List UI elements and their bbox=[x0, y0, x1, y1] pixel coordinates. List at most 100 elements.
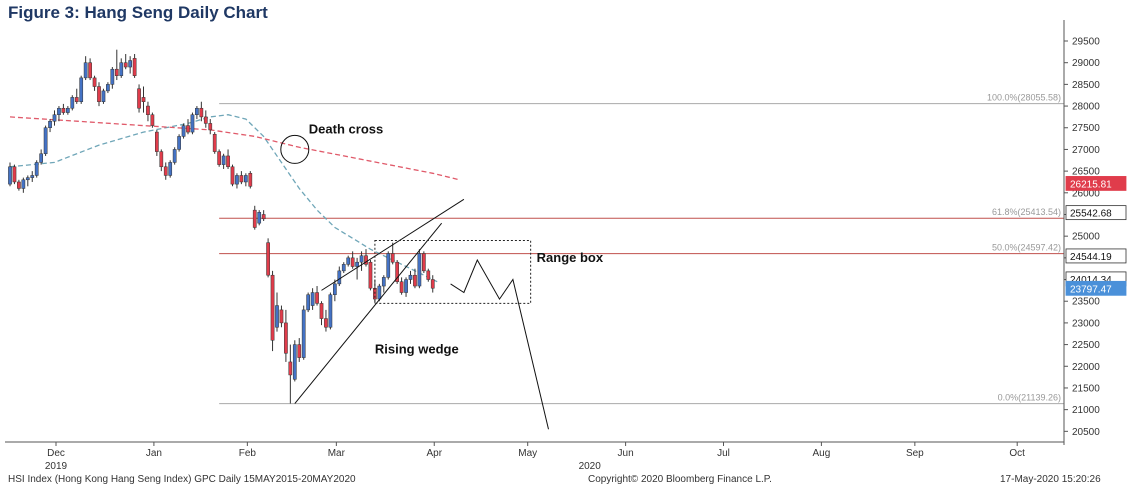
candle bbox=[17, 179, 21, 191]
candle bbox=[221, 153, 226, 169]
candle bbox=[341, 262, 346, 274]
price-tag-box bbox=[1065, 205, 1127, 221]
price-tag: 26215.81 bbox=[1065, 176, 1127, 191]
candle bbox=[150, 112, 155, 128]
candle-body bbox=[341, 264, 346, 272]
y-tick-label: 21500 bbox=[1072, 383, 1100, 394]
fib-level-label: 0.0%(21139.26) bbox=[998, 393, 1061, 403]
candle-body bbox=[319, 303, 324, 319]
candle-body bbox=[39, 153, 43, 163]
fib-layer: 100.0%(28055.58) 61.8%(25413.54) 50.0%(245… bbox=[219, 93, 1064, 405]
y-tick-label: 28000 bbox=[1072, 102, 1100, 113]
candle-body bbox=[386, 253, 391, 278]
candle bbox=[386, 251, 391, 280]
candle-body bbox=[70, 97, 75, 109]
candle bbox=[212, 132, 217, 154]
candle-body bbox=[172, 149, 177, 163]
y-tick-label: 23000 bbox=[1072, 318, 1100, 329]
x-month-label: Aug bbox=[813, 448, 831, 459]
candle-body bbox=[119, 62, 124, 76]
candle-body bbox=[413, 274, 417, 287]
x-month-label: Oct bbox=[1009, 448, 1025, 459]
y-tick-label: 25000 bbox=[1072, 232, 1100, 243]
candle bbox=[190, 112, 195, 135]
candle-body bbox=[368, 261, 373, 289]
candle-body bbox=[261, 214, 266, 220]
candle bbox=[48, 119, 52, 133]
x-month-label: Jun bbox=[618, 448, 634, 459]
candle-body bbox=[430, 279, 435, 289]
candle bbox=[306, 292, 310, 313]
candle-body bbox=[17, 181, 21, 189]
candle bbox=[270, 270, 275, 352]
y-tick-label: 28500 bbox=[1072, 80, 1100, 91]
candle bbox=[101, 88, 106, 104]
x-month-label: Dec bbox=[47, 448, 65, 459]
candle-body bbox=[106, 84, 110, 92]
candle bbox=[217, 149, 222, 167]
candle-body bbox=[422, 253, 426, 272]
candle-body bbox=[346, 257, 351, 265]
candle-body bbox=[132, 58, 137, 76]
candle-body bbox=[244, 175, 248, 183]
candle-body bbox=[417, 253, 422, 287]
price-tag: 23797.47 bbox=[1065, 280, 1127, 296]
candle-body bbox=[83, 62, 88, 79]
candle bbox=[252, 205, 257, 230]
candle bbox=[350, 251, 355, 269]
candle bbox=[30, 171, 35, 182]
candle-body bbox=[128, 60, 133, 68]
candle-body bbox=[146, 105, 150, 115]
candle-body bbox=[230, 166, 235, 185]
candle-body bbox=[34, 162, 39, 176]
candle-body bbox=[137, 88, 141, 109]
candle-body bbox=[212, 134, 217, 152]
candle-body bbox=[61, 107, 66, 113]
candle bbox=[70, 95, 75, 111]
y-tick-label: 20500 bbox=[1072, 427, 1100, 438]
candle-body bbox=[21, 179, 26, 189]
candle bbox=[114, 49, 119, 81]
candle-body bbox=[270, 274, 275, 341]
y-tick-label: 26500 bbox=[1072, 167, 1100, 178]
annotation-layer: Range box Death cross Rising wedge bbox=[280, 121, 604, 430]
x-month-label: Jul bbox=[717, 448, 730, 459]
candle bbox=[297, 338, 302, 362]
moving-average-long bbox=[9, 116, 460, 181]
candle-body bbox=[399, 281, 404, 293]
candle-body bbox=[88, 62, 92, 79]
candle bbox=[155, 129, 159, 156]
candle-body bbox=[30, 175, 35, 178]
candle-body bbox=[350, 257, 355, 267]
candle-body bbox=[48, 120, 52, 128]
x-month-label: Jan bbox=[146, 448, 162, 459]
price-tag-box bbox=[1065, 176, 1127, 191]
candle bbox=[408, 270, 413, 284]
candle bbox=[203, 110, 208, 128]
candle-body bbox=[217, 151, 222, 165]
candle-body bbox=[324, 318, 328, 328]
candle bbox=[172, 147, 177, 165]
y-tick-label: 29000 bbox=[1072, 58, 1100, 69]
candle bbox=[83, 56, 88, 81]
candle bbox=[310, 288, 315, 310]
candle bbox=[239, 171, 244, 185]
candle bbox=[39, 149, 43, 165]
candle bbox=[261, 210, 266, 221]
price-tag-label: 26215.81 bbox=[1070, 179, 1112, 190]
candle-body bbox=[74, 97, 79, 102]
x-month-label: Apr bbox=[426, 448, 442, 459]
candle-body bbox=[252, 209, 257, 228]
candle-body bbox=[408, 274, 413, 280]
candle bbox=[279, 305, 284, 328]
candle bbox=[399, 277, 404, 295]
candle-body bbox=[359, 255, 364, 263]
candle-body bbox=[226, 155, 230, 168]
candle bbox=[25, 175, 30, 187]
price-tag: 24544.19 bbox=[1065, 248, 1127, 264]
candle-body bbox=[266, 242, 270, 276]
candle bbox=[97, 82, 101, 107]
candle bbox=[177, 134, 181, 152]
candle-body bbox=[337, 270, 342, 285]
candle bbox=[141, 86, 146, 113]
